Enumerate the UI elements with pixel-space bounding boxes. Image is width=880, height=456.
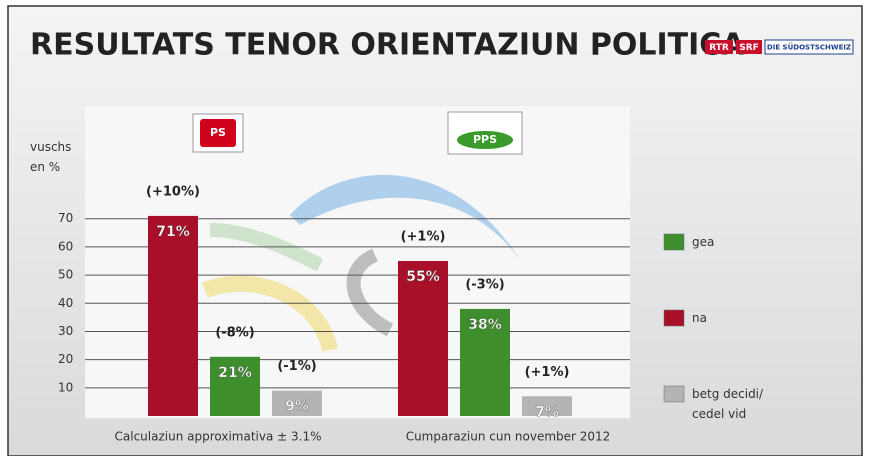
y-tick-label: 20: [58, 352, 73, 366]
value-label: 21%: [218, 365, 252, 381]
y-tick-label: 50: [58, 268, 73, 282]
header-logo: RTR: [709, 43, 729, 53]
value-label: 38%: [468, 317, 502, 333]
value-label: 55%: [406, 269, 440, 285]
legend-label: na: [692, 308, 772, 328]
y-axis-label: vuschs en %: [30, 137, 80, 177]
page: RESULTATS TENOR ORIENTAZIUN POLITICA RTR…: [0, 0, 880, 456]
y-tick-label: 10: [58, 380, 73, 394]
footnote: Calculaziun approximativa ± 3.1%: [115, 430, 322, 444]
change-label: (-8%): [215, 325, 254, 340]
y-tick-label: 30: [58, 324, 73, 338]
change-label: (-3%): [465, 277, 504, 292]
header-logo: DIE SÜDOSTSCHWEIZ: [767, 43, 851, 52]
y-tick-label: 40: [58, 296, 73, 310]
value-label: 7%: [535, 404, 559, 420]
y-tick-label: 60: [58, 239, 73, 253]
value-label: 71%: [156, 224, 190, 240]
legend-label: betg decidi/ cedel vid: [692, 384, 772, 424]
change-label: (+10%): [146, 184, 200, 199]
bar: [148, 216, 198, 416]
category-label: PS: [210, 126, 226, 139]
legend-swatch: [664, 310, 684, 326]
value-label: 9%: [285, 399, 309, 415]
category-label: PPS: [473, 133, 497, 146]
legend-swatch: [664, 386, 684, 402]
header-logo: SRF: [739, 43, 759, 53]
y-tick-label: 70: [58, 211, 73, 225]
chart-title: RESULTATS TENOR ORIENTAZIUN POLITICA: [30, 28, 745, 63]
legend-label: gea: [692, 232, 772, 252]
change-label: (+1%): [401, 230, 446, 245]
change-label: (+1%): [525, 365, 570, 380]
legend-swatch: [664, 234, 684, 250]
footnote: Cumparaziun cun november 2012: [406, 430, 611, 444]
change-label: (-1%): [277, 359, 316, 374]
